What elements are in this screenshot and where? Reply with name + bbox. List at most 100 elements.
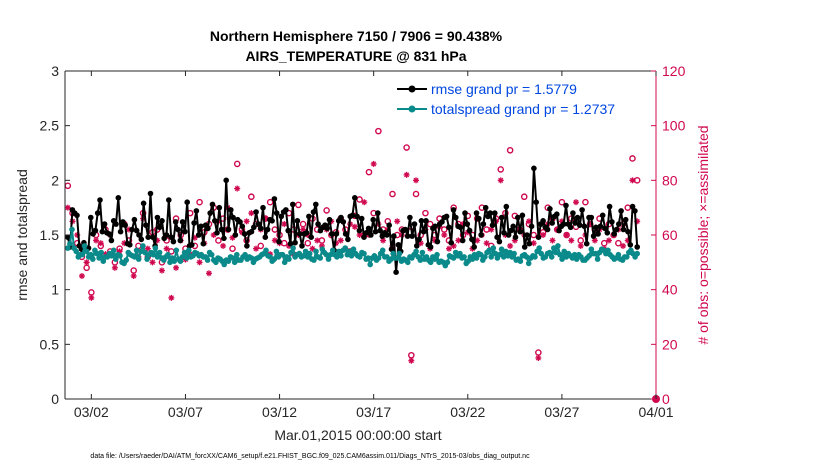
y-tick-label-left: 2 [51,172,59,188]
rmse-series-point [299,243,305,249]
rmse-series-point [228,207,234,213]
spread-series-point [117,253,123,259]
rmse-series-point [122,222,128,228]
obs-possible-point [295,201,302,209]
spread-series-point [561,248,567,255]
spread-series-point [329,247,336,254]
rmse-series-point [602,225,608,232]
rmse-series-point [492,210,498,216]
obs-assimilated-point [78,273,85,279]
y-axis-label-right: # of obs: o=possible; ×=assimilated [695,125,711,344]
spread-series-point [131,254,138,260]
legend-box [392,78,650,122]
obs-possible-point [629,155,636,162]
rmse-series-point [616,221,622,227]
rmse-series-point [563,202,569,209]
rmse-series-point [618,208,624,214]
spread-series-point [286,256,292,262]
spread-series-point [482,254,488,260]
rmse-series-point [372,228,379,235]
rmse-series-point [74,212,80,219]
spread-series-point [548,254,555,260]
ticks-layer: 03/02 03/07 03/12 03/17 03/22 03/27 04/0100.51… [40,63,686,420]
obs-possible-point [323,207,330,214]
y-tick-label-right: 40 [662,282,678,298]
spread-series-point [327,251,334,258]
spread-series-point [140,243,146,249]
obs-assimilated-point [549,237,556,244]
y-tick-label-right: 60 [662,227,678,243]
rmse-series-point [487,210,494,216]
spread-series-point [279,251,286,258]
rmse-series-point [517,228,523,235]
spread-series-point [559,256,565,262]
spread-series-point [98,249,104,256]
rmse-series-point [156,224,163,231]
rmse-series-point [198,223,204,230]
obs-assimilated-point [111,264,118,271]
spread-series-point [503,248,509,255]
spread-series-point [594,256,601,262]
spread-series-point [396,250,403,257]
spread-series-point [478,251,484,258]
spread-series-point [267,254,273,260]
spread-series-point [100,258,107,265]
spread-series-point [271,256,278,262]
rmse-series-point [143,222,149,228]
rmse-series-point [223,177,229,184]
rmse-series-point [131,216,138,223]
obs-assimilated-point [483,240,490,247]
obs-possible-point [506,146,514,154]
obs-assimilated-point [158,267,165,274]
obs-assimilated-point [620,242,627,249]
rmse-series-point [556,227,562,234]
rmse-series-point [384,232,390,238]
spread-series-point [624,254,630,260]
spread-series-point [338,253,344,259]
y-tick-label-right: 100 [662,118,686,134]
spread-series-point [96,255,102,261]
rmse-series-point [147,190,154,197]
spread-series-point [79,251,86,258]
spread-series-point [221,261,227,268]
rmse-series-point [113,221,119,227]
spread-series-point [204,257,211,263]
spread-series-point [361,250,367,257]
rmse-series-point [255,221,262,227]
rmse-series-point [154,214,161,221]
rmse-series-point [177,237,184,244]
chart-title-line2: AIRS_TEMPERATURE @ 831 hPa [245,48,466,64]
rmse-series-point [205,225,211,232]
rmse-series-point [159,218,165,224]
rmse-series-point [345,236,351,243]
rmse-series-point [427,244,434,250]
spread-series-point [367,261,374,268]
spread-series-point [88,251,94,258]
rmse-series-point [414,243,420,249]
rmse-series-point [446,224,452,231]
y-tick-label-right: 120 [662,63,686,79]
rmse-series-point [434,238,441,245]
obs-assimilated-point [408,357,415,364]
rmse-series-point [416,236,422,243]
spread-series-point [113,256,119,262]
rmse-series-point [225,226,232,233]
obs-possible-point [365,168,373,176]
rmse-series-point [195,232,202,238]
obs-assimilated-point [577,242,584,249]
rmse-series-point [338,214,344,221]
rmse-series-point [306,213,312,220]
rmse-series-point [290,201,296,208]
spread-series-point [83,248,90,255]
rmse-series-point [251,224,257,231]
rmse-series-point [264,226,271,233]
spread-series-point [67,240,73,247]
rmse-series-point [420,228,427,235]
obs-assimilated-point [314,237,321,244]
spread-series-point [94,250,100,257]
spread-series-point [553,249,559,256]
obs-assimilated-point [605,237,612,244]
obs-assimilated-point [535,355,542,361]
obs-assimilated-point [361,199,368,206]
obs-possible-point [422,209,429,217]
